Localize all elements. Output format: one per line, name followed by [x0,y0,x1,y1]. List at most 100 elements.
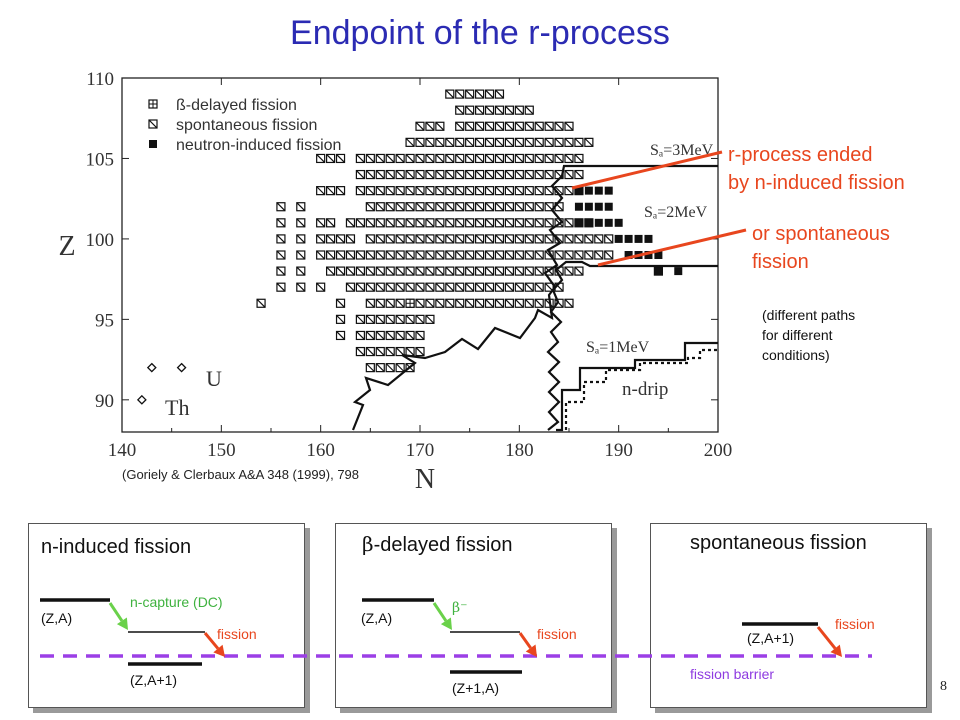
marker-diagonal [544,121,554,131]
spontaneous-fission-point [564,250,574,260]
spontaneous-fission-point [355,186,365,196]
spontaneous-fission-point [365,298,375,308]
spontaneous-fission-point [524,105,534,115]
spontaneous-fission-point [435,282,445,292]
spontaneous-fission-point [385,169,395,180]
spontaneous-fission-point [514,250,524,260]
spontaneous-fission-point [375,266,385,276]
beta-delayed-fission-point [405,298,415,308]
marker-diagonal [504,202,514,212]
spontaneous-fission-point [335,186,346,196]
spontaneous-fission-point [425,282,435,292]
marker-diagonal [524,121,534,131]
marker-diagonal [564,137,574,147]
marker-diagonal [455,250,465,260]
marker-diagonal [435,218,445,228]
spontaneous-fission-point [435,218,445,228]
marker-diagonal [554,186,564,196]
spontaneous-fission-point [534,282,544,292]
marker-diagonal [355,331,365,340]
marker-diagonal [465,266,475,276]
spontaneous-fission-point [405,346,415,357]
marker-diagonal [385,250,395,260]
marker-diagonal [346,282,355,292]
marker-diagonal [495,121,504,131]
marker-diagonal [504,298,514,308]
spontaneous-fission-point [514,169,524,180]
marker-diagonal [395,154,405,163]
spontaneous-fission-point [395,186,405,196]
sa-3mev-path [351,164,718,431]
marker-diagonal [425,218,435,228]
spontaneous-fission-point [564,169,574,180]
marker-diagonal [415,298,425,308]
spontaneous-fission-point [316,153,326,164]
marker-diagonal [455,137,465,147]
marker-diagonal [326,186,336,196]
marker-diagonal [355,154,365,163]
spontaneous-fission-point [504,282,514,292]
spontaneous-fission-point [465,202,475,212]
spontaneous-fission-point [465,234,475,244]
marker-diagonal [544,218,554,228]
marker-diagonal [495,218,504,228]
marker-diagonal [395,202,405,212]
marker-diagonal [375,363,385,373]
spontaneous-fission-point [465,250,475,260]
spontaneous-fission-label: fission [835,616,875,632]
spontaneous-fission-point [415,202,425,212]
spontaneous-fission-point [326,218,336,228]
marker-diagonal [365,186,375,196]
spontaneous-fission-point [465,266,475,276]
spontaneous-fission-point [554,250,564,260]
spontaneous-fission-point [435,250,445,260]
spontaneous-fission-point [415,234,425,244]
spontaneous-fission-point [524,153,534,164]
spontaneous-fission-point [365,330,375,341]
spontaneous-fission-point [484,89,495,99]
marker-diagonal [385,218,395,228]
marker-diagonal [365,347,375,356]
marker-diagonal [514,105,524,115]
spontaneous-fission-point [475,250,485,260]
marker-diagonal [435,170,445,179]
isotope-marker [146,362,157,373]
spontaneous-fission-point [326,186,336,196]
neutron-induced-fission-point [584,186,593,195]
marker-diagonal [326,154,336,163]
spontaneous-fission-point [455,169,465,180]
marker-diagonal [544,234,554,244]
marker-diagonal [355,250,365,260]
spontaneous-fission-point [296,218,306,228]
isotope-label-u: U [206,366,222,391]
spontaneous-fission-point [345,282,356,292]
spontaneous-fission-point [494,266,505,276]
spontaneous-fission-point [385,330,395,341]
marker-diagonal [405,234,415,244]
marker-diagonal [504,234,514,244]
marker-diagonal [534,202,544,212]
spontaneous-fission-point [365,363,375,373]
spontaneous-fission-point [534,250,544,260]
spontaneous-fission-point [564,218,574,228]
x-tick-label: 180 [505,440,534,461]
marker-diagonal [435,250,445,260]
spontaneous-fission-point [534,137,544,147]
spontaneous-fission-point [584,137,594,147]
spontaneous-fission-point [475,121,485,131]
spontaneous-fission-point [435,202,445,212]
marker-diagonal [504,121,514,131]
spontaneous-fission-point [405,137,415,147]
spontaneous-fission-point [484,202,495,212]
marker-diagonal [475,105,485,115]
marker-diagonal [495,137,504,147]
marker-diagonal [385,266,395,276]
spontaneous-fission-point [544,153,554,164]
n-induced-final-level: (Z,A+1) [130,672,178,688]
spontaneous-fission-point [524,169,534,180]
panel-beta-delayed-title-text: -delayed fission [373,534,513,556]
spontaneous-fission-point [375,169,385,180]
marker-diagonal [355,314,365,324]
marker-diagonal [475,218,485,228]
spontaneous-fission-point [405,153,415,164]
